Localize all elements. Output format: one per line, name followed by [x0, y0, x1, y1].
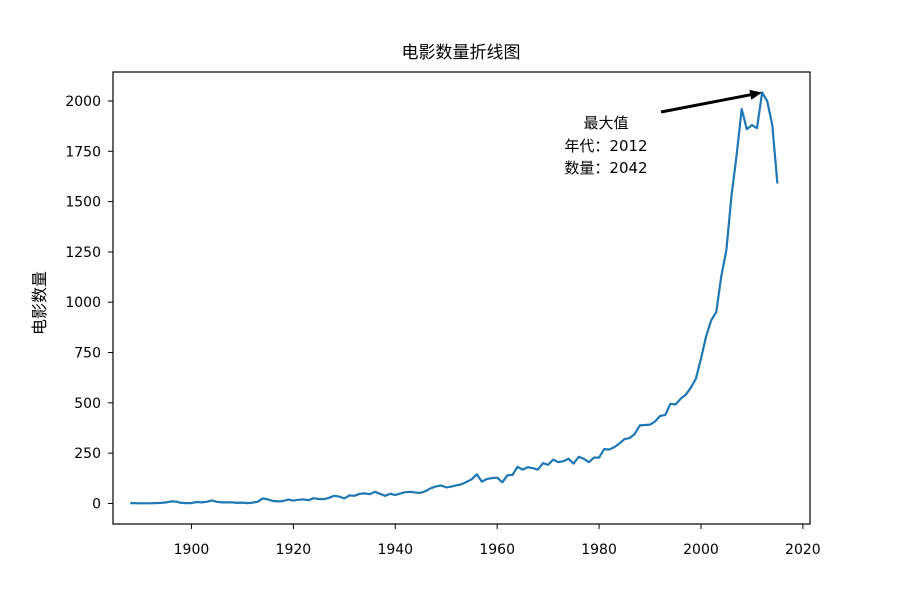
y-tick-label: 750 — [74, 346, 101, 362]
annotation-title: 最大值 — [583, 114, 628, 132]
annotation-year: 年代：2012 — [564, 137, 647, 155]
annotation-arrow-head — [749, 89, 763, 100]
x-tick-label: 1960 — [479, 542, 515, 558]
series-line — [130, 91, 779, 505]
x-axis: 1900 1920 1940 1960 1980 2000 2020 — [174, 524, 821, 558]
axes-frame — [112, 71, 811, 525]
y-tick-label: 1750 — [65, 144, 101, 160]
y-tick-label: 1000 — [65, 295, 101, 311]
y-tick-label: 1500 — [65, 195, 101, 211]
y-tick-label: 500 — [74, 396, 101, 412]
annotation-count: 数量：2042 — [564, 159, 647, 177]
annotation-arrow-shaft — [660, 93, 751, 114]
x-tick-label: 2020 — [785, 542, 821, 558]
y-axis: 0 250 500 750 1000 1250 1500 1750 2000 — [65, 94, 113, 512]
x-tick-label: 1900 — [174, 542, 210, 558]
chart-title: 电影数量折线图 — [402, 43, 521, 63]
y-tick-label: 0 — [92, 496, 101, 512]
y-tick-label: 250 — [74, 446, 101, 462]
x-tick-label: 1980 — [581, 542, 617, 558]
max-annotation: 最大值 年代：2012 数量：2042 — [564, 89, 763, 177]
y-tick-label: 2000 — [65, 94, 101, 110]
x-tick-label: 1940 — [377, 542, 413, 558]
x-tick-label: 2000 — [683, 542, 719, 558]
x-tick-label: 1920 — [276, 542, 312, 558]
y-axis-label: 电影数量 — [30, 271, 49, 335]
plot-area — [130, 91, 779, 505]
y-tick-label: 1250 — [65, 245, 101, 261]
